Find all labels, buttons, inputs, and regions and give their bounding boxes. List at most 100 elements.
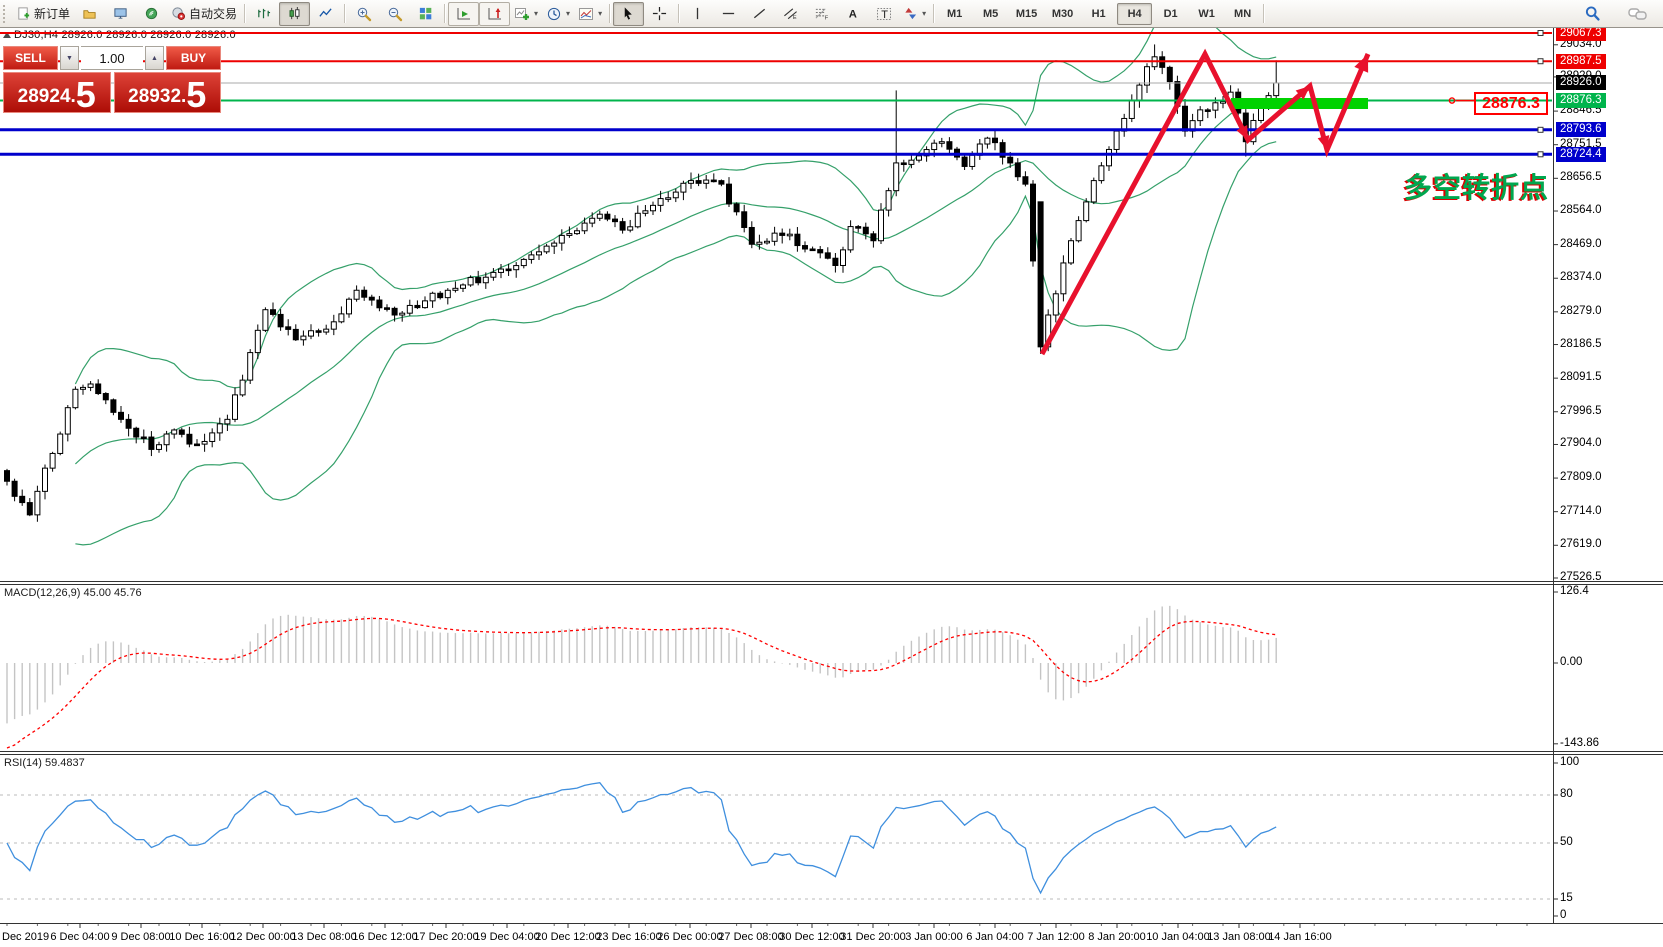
- data-folder-button[interactable]: [74, 2, 105, 26]
- vertical-line-button[interactable]: [682, 2, 713, 26]
- new-order-button[interactable]: 新订单: [12, 2, 74, 26]
- template-icon: [579, 7, 594, 20]
- volume-decrease-button[interactable]: ▼: [60, 46, 79, 70]
- svg-text:F: F: [825, 16, 829, 21]
- svg-text:E: E: [793, 15, 797, 21]
- price-level-badge: 28793.6: [1556, 122, 1606, 138]
- time-tick-label: 10 Jan 04:00: [1146, 931, 1210, 943]
- candlestick-chart-button[interactable]: [279, 1, 311, 26]
- time-tick-label: 8 Jan 20:00: [1088, 931, 1146, 943]
- rsi-tick: 0: [1560, 909, 1567, 921]
- rsi-tick: 50: [1560, 836, 1573, 848]
- zoom-in-icon: [357, 7, 371, 21]
- price-tick: 28751.5: [1560, 137, 1602, 150]
- volume-increase-button[interactable]: ▲: [145, 46, 164, 70]
- text-button[interactable]: A: [837, 2, 868, 26]
- timeframe-button-m15[interactable]: M15: [1015, 7, 1038, 20]
- indicators-button[interactable]: ▾: [510, 2, 542, 26]
- turning-point-annotation[interactable]: 多空转折点: [1404, 172, 1550, 203]
- timeframe-button-m5[interactable]: M5: [982, 7, 999, 20]
- time-tick-label: 7 Jan 12:00: [1027, 931, 1085, 943]
- clock-icon: [547, 7, 561, 20]
- crosshair-button[interactable]: [644, 2, 675, 26]
- time-tick-label: 31 Dec 20:00: [840, 931, 906, 943]
- price-tick: 27619.0: [1560, 538, 1602, 551]
- timeframe-toolbar: M1 M5 M15 M30 H1 H4 D1 W1 MN: [937, 2, 1260, 25]
- price-tick: 27526.5: [1560, 570, 1602, 583]
- auto-scroll-icon: [457, 7, 470, 19]
- price-level-badge: 28876.3: [1556, 93, 1606, 109]
- macd-label: MACD(12,26,9) 45.00 45.76: [4, 587, 142, 599]
- timeframe-button-d1[interactable]: D1: [1163, 7, 1178, 20]
- zoom-out-icon: [388, 7, 402, 21]
- text-label-button[interactable]: T: [868, 2, 899, 26]
- ask-price[interactable]: 28932. 5: [113, 72, 221, 115]
- cursor-button[interactable]: [613, 1, 645, 26]
- timeframe-button-m1[interactable]: M1: [946, 7, 963, 20]
- indicators-caret-icon: ▾: [534, 9, 539, 18]
- zoom-in-button[interactable]: [348, 2, 379, 26]
- panel-splitter[interactable]: [0, 750, 1663, 755]
- price-tick: 28469.0: [1560, 237, 1602, 250]
- new-order-icon: [18, 7, 30, 20]
- tile-windows-button[interactable]: [410, 2, 441, 26]
- bid-price[interactable]: 28924. 5: [3, 72, 111, 113]
- line-chart-button[interactable]: [310, 2, 341, 26]
- templates-button[interactable]: ▾: [574, 2, 606, 26]
- macd-tick: 0.00: [1560, 656, 1583, 668]
- timeframe-button-w1[interactable]: W1: [1198, 7, 1215, 20]
- fibonacci-button[interactable]: F: [806, 2, 837, 26]
- search-button[interactable]: [1577, 2, 1608, 26]
- time-tick-label: 13 Jan 08:00: [1207, 931, 1271, 943]
- sell-button[interactable]: SELL: [3, 46, 58, 70]
- trendline-button[interactable]: [744, 2, 775, 26]
- profiles-button[interactable]: [105, 2, 136, 26]
- price-tick: 29034.0: [1560, 37, 1602, 50]
- rsi-tick: 15: [1560, 892, 1573, 904]
- toolbar-right-group: [1577, 2, 1653, 26]
- time-tick-label: 10 Dec 16:00: [169, 931, 235, 943]
- timeframe-button-h4[interactable]: H4: [1117, 2, 1153, 25]
- horizontal-line-button[interactable]: [713, 2, 744, 26]
- ask-price-big-digit: 5: [186, 74, 207, 115]
- rsi-label: RSI(14) 59.4837: [4, 757, 85, 769]
- buy-button[interactable]: BUY: [166, 46, 221, 70]
- time-tick-label: 17 Dec 20:00: [413, 931, 479, 943]
- zone-price-label[interactable]: 28876.3: [1474, 92, 1548, 115]
- volume-input[interactable]: 1.00: [81, 46, 143, 70]
- price-tick: 28374.0: [1560, 271, 1602, 284]
- toolbar-drag-handle[interactable]: [3, 4, 8, 23]
- arrows-button[interactable]: ▾: [899, 2, 930, 26]
- time-tick-label: 13 Dec 08:00: [291, 931, 357, 943]
- chart-plot-area[interactable]: [0, 28, 1553, 923]
- chat-button[interactable]: [1622, 2, 1653, 26]
- bid-price-main: 28924.: [17, 86, 76, 107]
- auto-scroll-button[interactable]: [448, 1, 480, 26]
- bar-chart-button[interactable]: [248, 2, 279, 26]
- price-tick: 28656.5: [1560, 171, 1602, 184]
- periods-button[interactable]: ▾: [542, 2, 574, 26]
- timeframe-button-h1[interactable]: H1: [1091, 7, 1106, 20]
- bid-price-big-digit: 5: [75, 74, 96, 115]
- svg-text:A: A: [849, 9, 857, 21]
- macd-tick: 126.4: [1560, 585, 1589, 597]
- price-tick: 27809.0: [1560, 471, 1602, 484]
- signals-button[interactable]: [136, 2, 167, 26]
- trendline-icon: [754, 8, 766, 19]
- fibonacci-icon: F: [815, 8, 829, 21]
- chart-marker-icon: [3, 32, 11, 38]
- text-label-icon: T: [876, 7, 891, 21]
- one-click-trading-panel: SELL ▼ 1.00 ▲ BUY 28924. 5 28932. 5: [3, 46, 221, 113]
- price-level-badge: 28987.5: [1556, 53, 1606, 69]
- autotrading-button[interactable]: 自动交易: [167, 2, 241, 26]
- chart-shift-button[interactable]: [479, 1, 511, 26]
- chart-title: DJ30,H4 28926.0 28926.0 28926.0 28926.0: [14, 29, 236, 41]
- price-tick: 28564.0: [1560, 204, 1602, 217]
- equidistant-channel-button[interactable]: E: [775, 2, 806, 26]
- timeframe-button-mn[interactable]: MN: [1234, 7, 1252, 20]
- zoom-out-button[interactable]: [379, 2, 410, 26]
- panel-splitter[interactable]: [0, 580, 1663, 585]
- time-tick-label: 6 Dec 04:00: [50, 931, 110, 943]
- new-order-label: 新订单: [34, 7, 71, 21]
- timeframe-button-m30[interactable]: M30: [1051, 7, 1074, 20]
